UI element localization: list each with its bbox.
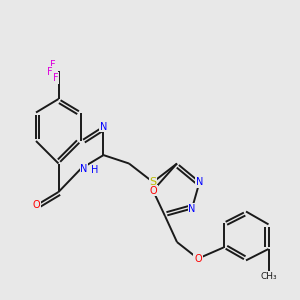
- Text: F: F: [47, 67, 52, 77]
- Text: O: O: [194, 254, 202, 264]
- Text: F: F: [50, 59, 55, 70]
- Text: N: N: [196, 177, 203, 187]
- Text: CH₃: CH₃: [260, 272, 277, 281]
- Text: H: H: [91, 165, 98, 175]
- Text: N: N: [80, 164, 88, 174]
- Text: S: S: [149, 177, 157, 187]
- Text: O: O: [149, 185, 157, 196]
- Text: N: N: [188, 203, 196, 214]
- Text: F: F: [53, 73, 58, 83]
- Text: N: N: [100, 122, 107, 132]
- Text: O: O: [32, 200, 40, 211]
